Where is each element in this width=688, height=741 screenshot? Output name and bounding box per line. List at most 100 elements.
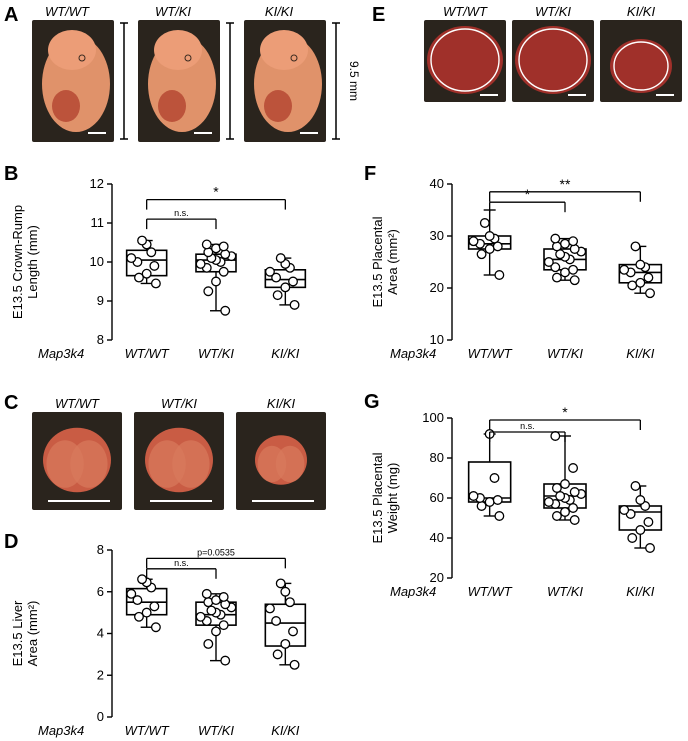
panel-letter-g: G	[364, 391, 380, 413]
y-tick-label: 80	[430, 450, 444, 465]
data-point	[275, 578, 286, 589]
liver-right-lobe	[172, 440, 210, 488]
data-point	[635, 277, 646, 288]
scale-bar-icon	[88, 132, 106, 134]
data-point	[132, 595, 143, 606]
x-tick-label: WT/KI	[198, 346, 234, 361]
scale-bar-icon	[48, 500, 110, 502]
x-tick-label: WT/KI	[547, 346, 583, 361]
gene-label: Map3k4	[390, 346, 436, 361]
embryo-liver	[264, 90, 292, 122]
data-point	[551, 483, 562, 493]
embryo-illustration	[254, 30, 322, 134]
y-tick-label: 20	[430, 280, 444, 295]
genotype-label: WT/KI	[160, 396, 198, 411]
gene-label: Map3k4	[38, 346, 84, 361]
y-tick-label: 40	[430, 176, 444, 191]
data-point	[560, 238, 570, 249]
data-point	[484, 497, 495, 507]
placenta-photo	[600, 20, 682, 102]
panel-letter-e: E	[372, 4, 386, 26]
data-point	[137, 235, 148, 246]
scale-bar-icon	[480, 94, 498, 96]
data-point	[551, 511, 562, 521]
embryo-photo	[32, 20, 114, 142]
y-tick-label: 8	[97, 542, 104, 557]
data-point	[289, 659, 300, 670]
embryo-eye	[78, 54, 86, 62]
data-point	[211, 276, 221, 287]
data-point	[271, 272, 282, 283]
genotype-label: KI/KI	[626, 4, 656, 19]
placenta-disc	[610, 39, 672, 93]
data-point	[289, 299, 300, 310]
data-point	[218, 241, 229, 252]
y-tick-label: 60	[430, 490, 444, 505]
x-tick-label: KI/KI	[271, 346, 300, 361]
panel-letter-f: F	[364, 163, 376, 185]
liver-illustration	[145, 427, 213, 502]
y-tick-label: 10	[430, 332, 444, 347]
data-point	[619, 264, 630, 275]
y-tick-label: 2	[97, 667, 104, 682]
x-tick-label: KI/KI	[271, 723, 300, 738]
data-point	[627, 280, 638, 291]
data-point	[627, 533, 638, 543]
y-axis-label: Weight (mg)	[385, 463, 400, 534]
length-bracket: 9.5 mm	[332, 22, 361, 140]
embryo-photo	[244, 20, 326, 142]
genotype-label: WT/KI	[534, 4, 572, 19]
data-point	[468, 236, 479, 247]
y-tick-label: 30	[430, 228, 444, 243]
data-point	[550, 233, 561, 244]
placenta-outline	[430, 28, 500, 92]
embryo-eye	[184, 54, 192, 62]
significance-label: **	[560, 176, 571, 192]
data-point	[635, 259, 646, 270]
data-point	[137, 574, 148, 585]
placenta-illustration	[515, 26, 591, 96]
data-point	[220, 655, 231, 666]
data-point	[645, 543, 655, 553]
panel-letter-c: C	[4, 392, 19, 414]
data-point	[635, 495, 646, 505]
data-point	[550, 431, 561, 441]
x-tick-label: WT/WT	[125, 346, 170, 361]
data-point	[560, 267, 570, 278]
data-point	[275, 253, 286, 264]
y-tick-label: 20	[430, 570, 444, 585]
data-point	[150, 278, 161, 289]
data-point	[141, 268, 152, 279]
data-point	[218, 620, 229, 631]
y-axis-label: Area (mm²)	[385, 229, 400, 295]
data-point	[643, 272, 654, 283]
data-point	[568, 503, 579, 513]
y-tick-label: 9	[97, 293, 104, 308]
y-tick-label: 100	[422, 410, 444, 425]
placenta-disc	[515, 26, 591, 94]
embryo-liver	[158, 90, 186, 122]
placenta-outline	[613, 41, 669, 91]
embryo-liver	[52, 90, 80, 122]
significance-label: *	[213, 184, 219, 200]
data-point	[550, 262, 561, 273]
data-point	[126, 588, 137, 599]
gene-label: Map3k4	[38, 723, 84, 738]
y-tick-label: 10	[90, 254, 104, 269]
x-tick-label: WT/WT	[125, 723, 170, 738]
embryo-head	[154, 30, 202, 70]
placenta-illustration	[610, 39, 674, 96]
data-point	[149, 260, 160, 271]
significance-label: *	[525, 186, 531, 202]
data-point	[195, 258, 206, 269]
significance-label: n.s.	[174, 558, 189, 568]
data-point	[630, 481, 641, 491]
data-point	[484, 231, 495, 241]
data-point	[569, 487, 580, 497]
data-point	[569, 515, 580, 525]
data-point	[492, 495, 503, 505]
data-point	[489, 473, 500, 483]
data-point	[195, 611, 206, 622]
panel-letter-a: A	[4, 4, 19, 26]
x-tick-label: WT/WT	[468, 584, 513, 598]
